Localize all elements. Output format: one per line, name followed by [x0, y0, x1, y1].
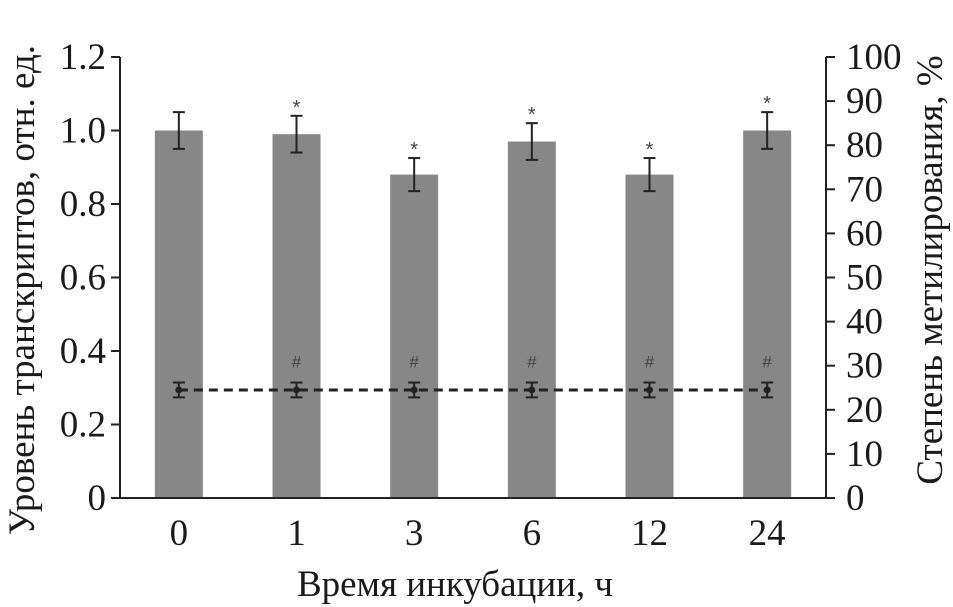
- bar: [390, 174, 439, 498]
- y2-tick-label: 80: [846, 125, 883, 166]
- bar: [625, 174, 674, 498]
- y-tick-label: 0: [88, 478, 107, 519]
- bar-significance-marker: *: [410, 139, 418, 161]
- y2-tick-label: 90: [846, 81, 883, 122]
- bar: [743, 130, 792, 498]
- line-point: [410, 386, 418, 394]
- line-point: [528, 386, 536, 394]
- x-tick-label: 3: [405, 513, 424, 554]
- axes-layer: [119, 57, 827, 499]
- line-point: [293, 386, 300, 394]
- bar: [507, 141, 556, 498]
- y2-tick-label: 40: [846, 302, 883, 343]
- line-point: [763, 386, 771, 394]
- y2-tick-label: 60: [846, 213, 883, 254]
- bar-significance-marker: *: [763, 93, 771, 115]
- y2-tick-label: 50: [846, 258, 883, 299]
- line-significance-marker: #: [409, 353, 419, 372]
- y-tick-label: 0.8: [60, 184, 106, 225]
- bar-significance-marker: *: [528, 104, 536, 126]
- x-tick-label: 1: [287, 513, 306, 554]
- x-tick-label: 0: [170, 513, 189, 554]
- x-tick-label: 12: [631, 513, 668, 554]
- x-tick-label: 24: [749, 513, 786, 554]
- line-significance-marker: #: [645, 353, 655, 372]
- line-point: [646, 386, 653, 394]
- y-tick-label: 0.6: [60, 258, 106, 299]
- y-axis-title: Уровень транскриптов, отн. ед.: [2, 45, 43, 535]
- y-tick-label: 0.2: [60, 405, 106, 446]
- y2-tick-label: 20: [846, 390, 883, 431]
- ticks-layer: 00.20.40.60.81.01.2010203040506070809010…: [60, 37, 902, 554]
- bar-significance-marker: *: [646, 139, 654, 161]
- y2-tick-label: 100: [846, 37, 902, 78]
- y2-tick-label: 10: [846, 434, 883, 475]
- y-tick-label: 0.4: [60, 331, 106, 372]
- y2-tick-label: 70: [846, 169, 883, 210]
- y2-tick-label: 30: [846, 346, 883, 387]
- bars-layer: * * * * *: [154, 93, 792, 499]
- line-layer: # # # # #: [172, 353, 774, 399]
- y-tick-label: 1.0: [60, 111, 106, 152]
- bar: [272, 134, 321, 499]
- line-significance-marker: #: [292, 353, 302, 372]
- x-tick-label: 6: [523, 513, 542, 554]
- line-significance-marker: #: [527, 353, 537, 372]
- line-point: [175, 386, 183, 394]
- bar-significance-marker: *: [293, 97, 301, 119]
- y2-axis-title: Степень метилирования, %: [910, 55, 951, 484]
- y2-tick-label: 0: [846, 478, 865, 519]
- line-significance-marker: #: [762, 353, 772, 372]
- y-tick-label: 1.2: [60, 37, 106, 78]
- x-axis-title: Время инкубации, ч: [297, 564, 613, 605]
- bar: [154, 130, 203, 498]
